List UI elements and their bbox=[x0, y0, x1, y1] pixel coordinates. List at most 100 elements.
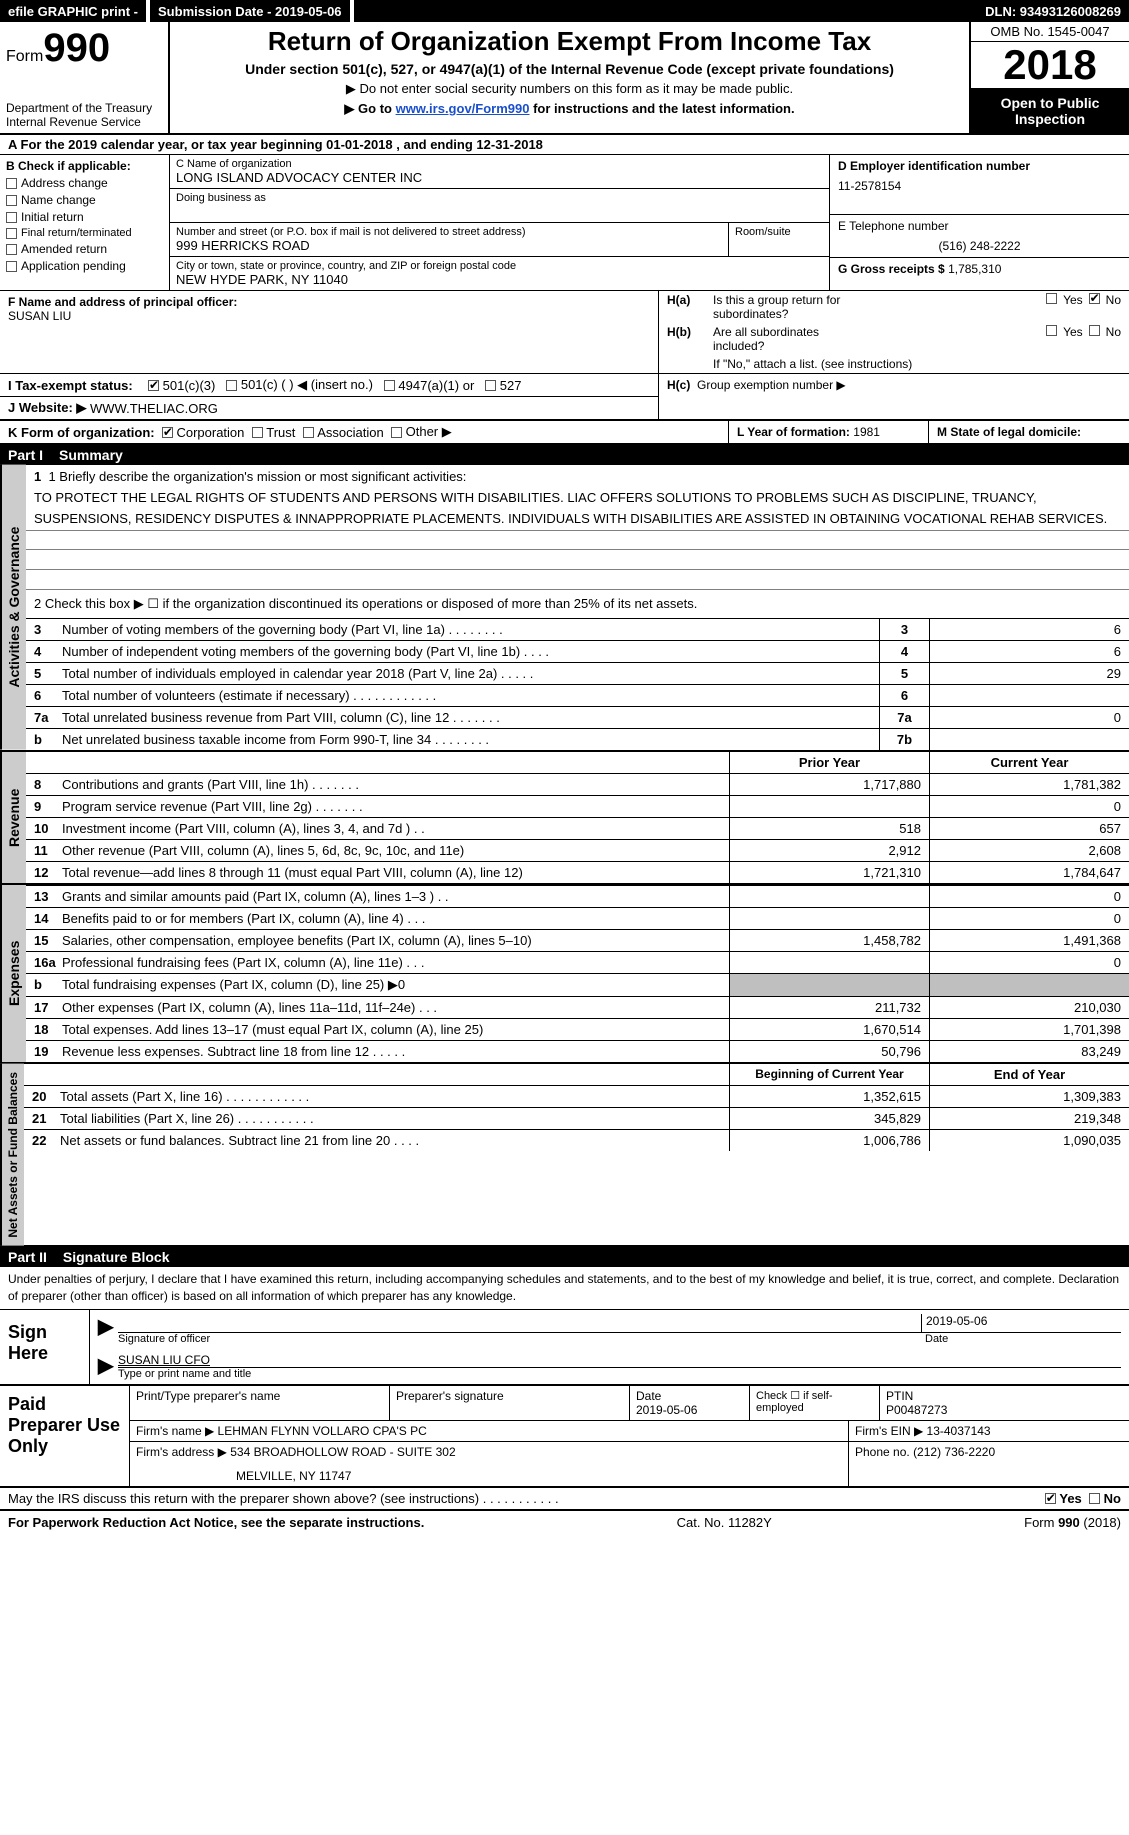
city-label: City or town, state or province, country… bbox=[176, 260, 823, 272]
officer-cell: F Name and address of principal officer:… bbox=[0, 291, 659, 373]
checkbox-icon[interactable] bbox=[162, 427, 173, 438]
checkbox-icon[interactable] bbox=[6, 244, 17, 255]
chk-application: Application pending bbox=[6, 259, 163, 273]
firm-ein: Firm's EIN ▶ 13-4037143 bbox=[849, 1421, 1129, 1441]
line-1-label: 1 1 Briefly describe the organization's … bbox=[26, 465, 1129, 488]
part-ii-header: Part II Signature Block bbox=[0, 1247, 1129, 1267]
tax-year: 2018 bbox=[971, 42, 1129, 89]
data-row: 11Other revenue (Part VIII, column (A), … bbox=[26, 839, 1129, 861]
no-label: No bbox=[1106, 293, 1121, 307]
checkbox-icon[interactable] bbox=[391, 427, 402, 438]
checkbox-icon[interactable] bbox=[148, 380, 159, 391]
checkbox-icon[interactable] bbox=[384, 380, 395, 391]
hb-note: If "No," attach a list. (see instruction… bbox=[659, 355, 1129, 373]
begin-year-header: Beginning of Current Year bbox=[729, 1064, 929, 1085]
sign-here-block: Sign Here ▶ 2019-05-06 Signature of offi… bbox=[0, 1310, 1129, 1386]
omb-number: OMB No. 1545-0047 bbox=[971, 22, 1129, 42]
data-row: 20Total assets (Part X, line 16) . . . .… bbox=[24, 1085, 1129, 1107]
chk-final-return: Final return/terminated bbox=[6, 227, 163, 239]
discuss-text: May the IRS discuss this return with the… bbox=[8, 1491, 559, 1506]
preparer-block: Paid Preparer Use Only Print/Type prepar… bbox=[0, 1386, 1129, 1488]
checkbox-icon[interactable] bbox=[485, 380, 496, 391]
part-i-header: Part I Summary bbox=[0, 445, 1129, 465]
open-line1: Open to Public bbox=[975, 95, 1125, 111]
yes-label: Yes bbox=[1063, 325, 1083, 339]
i-label: I Tax-exempt status: bbox=[8, 378, 148, 393]
org-name: LONG ISLAND ADVOCACY CENTER INC bbox=[176, 170, 823, 185]
checkbox-icon[interactable] bbox=[303, 427, 314, 438]
phone: (516) 248-2222 bbox=[838, 239, 1121, 253]
sig-officer-label: Signature of officer bbox=[118, 1333, 921, 1345]
gov-row: 5Total number of individuals employed in… bbox=[26, 662, 1129, 684]
header-left: Form990 Department of the Treasury Inter… bbox=[0, 22, 170, 133]
checkbox-icon[interactable] bbox=[1089, 293, 1100, 304]
net-body: Beginning of Current Year End of Year 20… bbox=[24, 1064, 1129, 1246]
prep-row-2: Firm's name ▶ LEHMAN FLYNN VOLLARO CPA'S… bbox=[130, 1421, 1129, 1442]
goto-post: for instructions and the latest informat… bbox=[529, 101, 794, 116]
row-a: A For the 2019 calendar year, or tax yea… bbox=[0, 135, 1129, 155]
data-row: 8Contributions and grants (Part VIII, li… bbox=[26, 773, 1129, 795]
checkbox-icon[interactable] bbox=[1046, 293, 1057, 304]
header-right: OMB No. 1545-0047 2018 Open to Public In… bbox=[969, 22, 1129, 133]
checkbox-icon[interactable] bbox=[252, 427, 263, 438]
prep-name-label: Print/Type preparer's name bbox=[130, 1386, 390, 1420]
checkbox-icon[interactable] bbox=[6, 228, 17, 239]
gross-cell: G Gross receipts $ 1,785,310 bbox=[830, 258, 1129, 280]
org-name-cell: C Name of organization LONG ISLAND ADVOC… bbox=[170, 155, 829, 189]
checkbox-icon[interactable] bbox=[6, 261, 17, 272]
gross-label: G Gross receipts $ bbox=[838, 262, 945, 276]
street-row: Number and street (or P.O. box if mail i… bbox=[170, 223, 829, 257]
mission-text: TO PROTECT THE LEGAL RIGHTS OF STUDENTS … bbox=[26, 488, 1129, 530]
return-title: Return of Organization Exempt From Incom… bbox=[178, 26, 961, 57]
footer-right: Form 990 (2018) bbox=[1024, 1515, 1121, 1530]
type-print-label: Type or print name and title bbox=[118, 1368, 1121, 1380]
form-number: 990 bbox=[43, 26, 110, 70]
checkbox-icon[interactable] bbox=[1045, 1493, 1056, 1504]
goto-line: ▶ Go to www.irs.gov/Form990 for instruct… bbox=[178, 101, 961, 117]
gov-row: 6Total number of volunteers (estimate if… bbox=[26, 684, 1129, 706]
firm-addr2: MELVILLE, NY 11747 bbox=[136, 1469, 842, 1483]
dln: DLN: 93493126008269 bbox=[977, 4, 1129, 19]
column-b: B Check if applicable: Address change Na… bbox=[0, 155, 170, 290]
ha-row: H(a) Is this a group return for subordin… bbox=[659, 291, 1129, 323]
l-label: L Year of formation: bbox=[737, 425, 850, 439]
subtitle: Under section 501(c), 527, or 4947(a)(1)… bbox=[178, 61, 961, 77]
phone-cell: E Telephone number (516) 248-2222 bbox=[830, 215, 1129, 258]
data-row: 9Program service revenue (Part VIII, lin… bbox=[26, 795, 1129, 817]
chk-address-change: Address change bbox=[6, 176, 163, 190]
sig-date-label: Date bbox=[921, 1333, 1121, 1345]
goto-pre: ▶ Go to bbox=[344, 101, 395, 116]
sig-declaration: Under penalties of perjury, I declare th… bbox=[0, 1267, 1129, 1310]
yes-label: Yes bbox=[1063, 293, 1083, 307]
ein: 11-2578154 bbox=[838, 179, 1121, 193]
j-label: J Website: ▶ bbox=[8, 400, 86, 416]
gov-row: 7aTotal unrelated business revenue from … bbox=[26, 706, 1129, 728]
checkbox-icon[interactable] bbox=[6, 212, 17, 223]
l-value: 1981 bbox=[853, 425, 880, 439]
net-assets-block: Net Assets or Fund Balances Beginning of… bbox=[0, 1064, 1129, 1248]
blank-line bbox=[26, 550, 1129, 570]
checkbox-icon[interactable] bbox=[6, 178, 17, 189]
checkbox-icon[interactable] bbox=[226, 380, 237, 391]
data-row: 22Net assets or fund balances. Subtract … bbox=[24, 1129, 1129, 1151]
top-bar: efile GRAPHIC print - Submission Date - … bbox=[0, 0, 1129, 22]
checkbox-icon[interactable] bbox=[1089, 325, 1100, 336]
irs-link[interactable]: www.irs.gov/Form990 bbox=[396, 101, 530, 116]
ha-label: H(a) bbox=[667, 293, 707, 307]
checkbox-icon[interactable] bbox=[1046, 325, 1057, 336]
governance-block: Activities & Governance 1 1 Briefly desc… bbox=[0, 465, 1129, 752]
street-label: Number and street (or P.O. box if mail i… bbox=[176, 226, 722, 238]
data-row: 19Revenue less expenses. Subtract line 1… bbox=[26, 1040, 1129, 1062]
blank-line bbox=[26, 530, 1129, 550]
expenses-block: Expenses 13Grants and similar amounts pa… bbox=[0, 885, 1129, 1064]
side-net: Net Assets or Fund Balances bbox=[0, 1064, 24, 1246]
hb-text: Are all subordinates included? bbox=[713, 325, 1040, 353]
b-header: B Check if applicable: bbox=[6, 159, 163, 173]
footer-left: For Paperwork Reduction Act Notice, see … bbox=[8, 1515, 424, 1530]
hb-label: H(b) bbox=[667, 325, 707, 339]
website-url: WWW.THELIAC.ORG bbox=[90, 401, 218, 416]
h-section: H(a) Is this a group return for subordin… bbox=[659, 291, 1129, 373]
checkbox-icon[interactable] bbox=[1089, 1493, 1100, 1504]
checkbox-icon[interactable] bbox=[6, 195, 17, 206]
l-cell: L Year of formation: 1981 bbox=[729, 421, 929, 443]
